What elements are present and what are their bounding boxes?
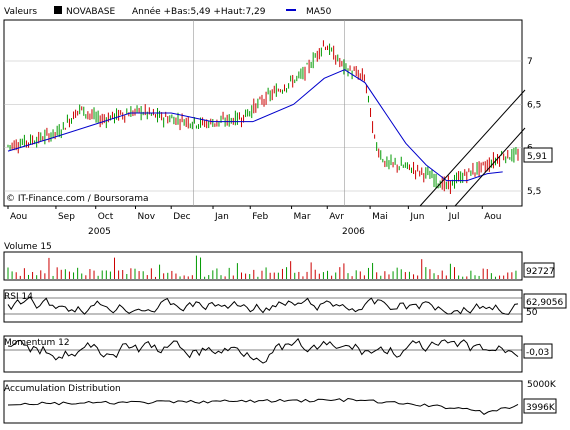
volume-last-box (523, 262, 555, 278)
rsi-last-box (523, 293, 567, 309)
price-last-value: 5,91 (527, 152, 547, 162)
month-label: Jun (409, 212, 424, 222)
ticker-swatch (54, 6, 62, 14)
rsi-last-value: 62,9056 (526, 298, 563, 308)
volume-panel (3, 251, 523, 281)
header-label: Valeurs (4, 7, 37, 17)
ma50-line (7, 69, 503, 182)
price-tick-label: 7 (527, 57, 533, 67)
momentum-last-box (523, 343, 553, 359)
header-ma-label: MA50 (306, 7, 332, 17)
month-label: Dec (173, 212, 190, 222)
volume-last-value: 92727 (526, 267, 555, 277)
month-label: Nov (138, 212, 156, 222)
trend-line-lower (454, 127, 526, 207)
price-panel (3, 19, 523, 207)
rsi-title: RSI 14 (4, 292, 33, 302)
month-label: Jul (448, 212, 460, 222)
month-label: Feb (252, 212, 268, 222)
volume-bars (7, 255, 517, 279)
accum-panel (3, 380, 523, 424)
month-label: Sep (58, 212, 75, 222)
month-label: Mar (294, 212, 311, 222)
price-last-box (523, 147, 553, 163)
month-axis: Aou Sep Oct Nov Dec Jan Feb Mar Avr Mai Jun Jul Aou (7, 206, 502, 222)
momentum-title: Momentum 12 (4, 338, 70, 348)
accum-line (7, 398, 519, 415)
watermark: © IT-Finance.com / Boursorama (6, 194, 148, 204)
month-label: Mai (372, 212, 388, 222)
trend-line-upper (419, 89, 526, 207)
header-ticker: NOVABASE (66, 7, 115, 17)
accum-last-value: 3996K (526, 403, 556, 413)
month-label: Aou (484, 212, 501, 222)
price-tick-label: 6,5 (527, 100, 541, 110)
month-label: Avr (329, 212, 344, 222)
month-label: Oct (98, 212, 114, 222)
price-axis: 5,566,57 (527, 57, 541, 197)
year-label-2006: 2006 (342, 227, 365, 237)
ma-swatch (286, 9, 296, 11)
month-label: Jan (214, 212, 229, 222)
volume-title: Volume 15 (4, 242, 52, 252)
header-range: Année +Bas:5,49 +Haut:7,29 (132, 6, 266, 17)
accum-title: Accumulation Distribution (4, 384, 121, 394)
rsi-line (7, 296, 519, 315)
price-tick-label: 5,5 (527, 187, 541, 197)
month-label: Aou (10, 212, 27, 222)
momentum-line (7, 337, 519, 364)
accum-last-box (523, 398, 557, 414)
momentum-last-value: -0,03 (526, 348, 549, 358)
rsi-ref-label: 50 (526, 308, 538, 318)
rsi-panel (3, 289, 523, 323)
year-label-2005: 2005 (88, 227, 111, 237)
momentum-panel (3, 335, 523, 373)
accum-tick-label: 5000K (527, 380, 557, 390)
